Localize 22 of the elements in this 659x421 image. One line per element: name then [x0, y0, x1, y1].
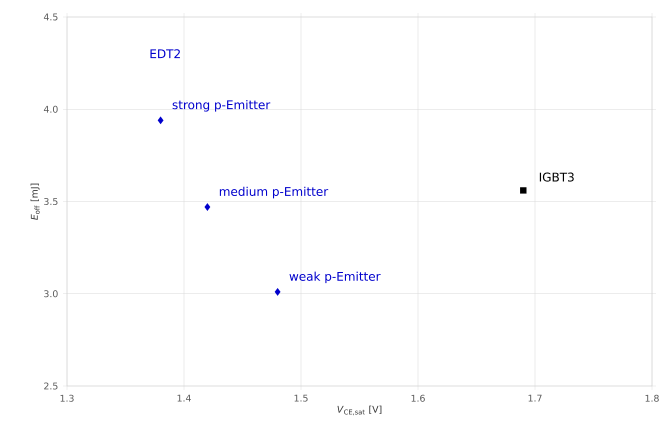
x-tick-label: 1.7: [528, 394, 542, 402]
point: [274, 288, 280, 296]
x-tick-label: 1.3: [60, 394, 74, 402]
y-tick-label: 3.0: [44, 290, 58, 298]
y-tick-label: 2.5: [44, 382, 58, 390]
x-tick-label: 1.5: [294, 394, 308, 402]
x-tick-label: 1.4: [178, 394, 191, 402]
x-tick-label: 1.8: [646, 394, 659, 402]
x-tick-label: 1.6: [412, 394, 425, 402]
text: EDT2: [150, 49, 180, 58]
x-axis-title: V$_{CE,sat}$ [V]: [338, 406, 382, 416]
y-tick-label: 4.0: [44, 106, 58, 113]
point: [520, 187, 527, 194]
y-tick-label: 3.5: [44, 198, 58, 206]
y-axis-title: E$_{off}$ [mJ]: [30, 184, 40, 220]
point: [158, 116, 164, 124]
annotation: weak p-Emitter: [289, 272, 381, 284]
point: [204, 203, 210, 211]
series-label: IGBT3: [540, 172, 574, 182]
y-tick-label: 4.5: [44, 14, 58, 20]
annotation: strong p-Emitter: [172, 100, 270, 112]
annotation: medium p-Emitter: [220, 186, 328, 198]
